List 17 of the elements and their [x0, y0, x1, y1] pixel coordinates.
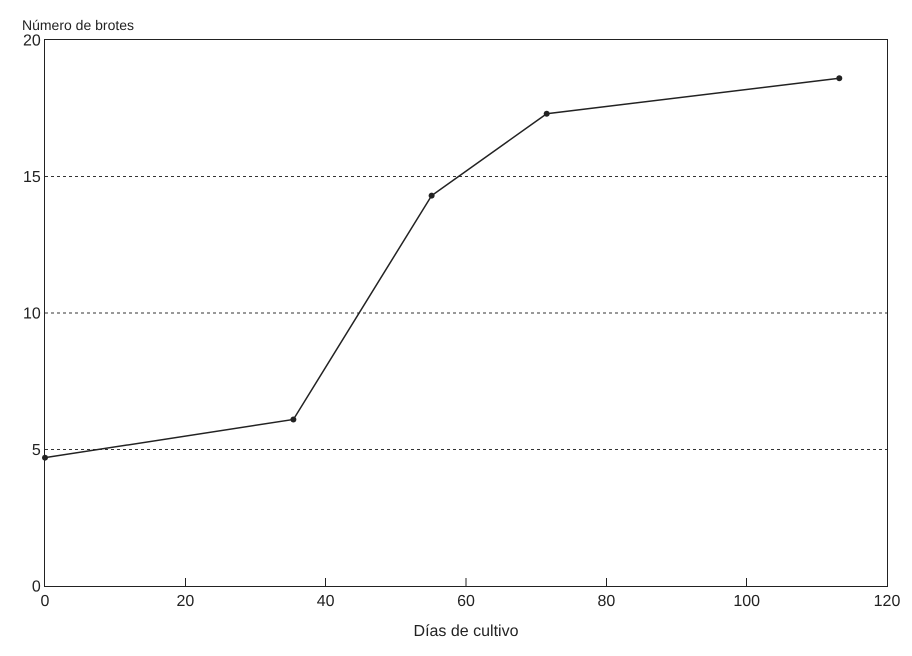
- y-tick-label: 5: [32, 442, 41, 460]
- x-tick-label: 60: [457, 593, 475, 610]
- y-tick-label: 10: [23, 306, 41, 323]
- x-tick-label: 20: [176, 593, 194, 610]
- point: [428, 192, 435, 199]
- x-tick-label: 40: [316, 593, 335, 610]
- point: [290, 416, 296, 422]
- y-axis-title: Número de brotes: [22, 17, 134, 33]
- x-tick-label: 100: [733, 593, 760, 610]
- y-tick-label: 15: [23, 169, 41, 186]
- x-axis-title: Días de cultivo: [414, 622, 519, 640]
- y-tick-label: 20: [23, 32, 41, 50]
- point: [836, 75, 842, 82]
- y-tick-label: 0: [32, 578, 41, 596]
- point: [544, 110, 550, 117]
- x-tick-label: 80: [597, 593, 616, 610]
- x-tick-label: 120: [874, 593, 900, 610]
